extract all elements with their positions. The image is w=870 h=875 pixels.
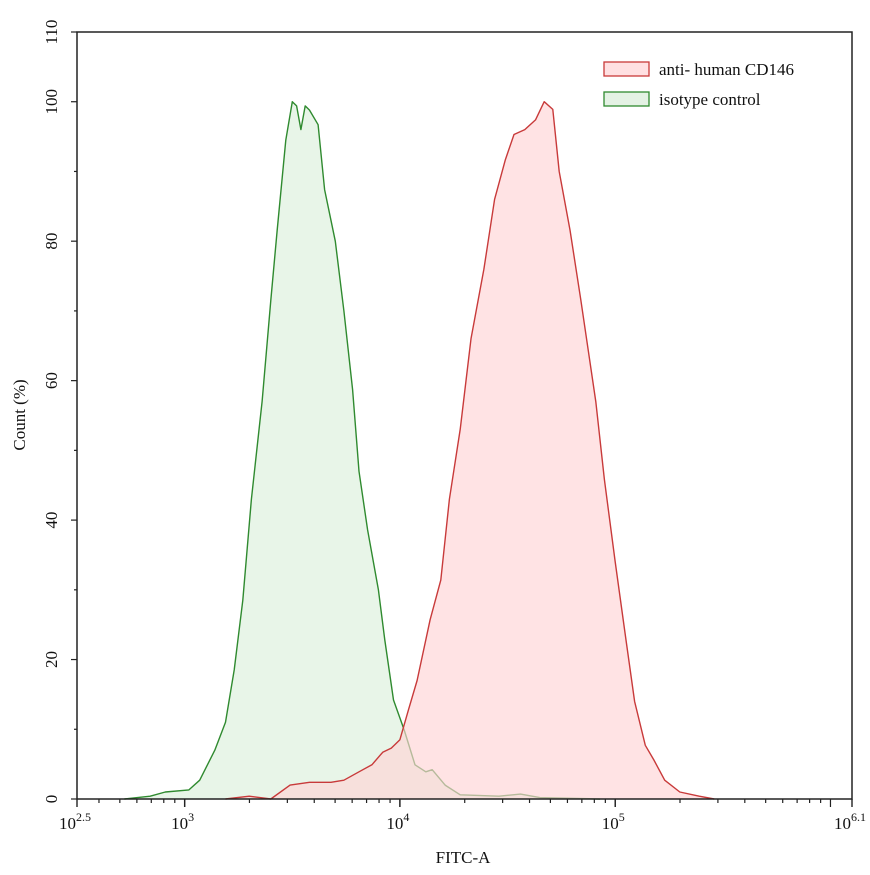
legend-label-cd146: anti- human CD146	[659, 60, 794, 79]
x-tick-exponent: 3	[188, 810, 194, 824]
x-tick-base: 10	[59, 814, 76, 833]
y-tick-label: 60	[42, 372, 61, 389]
x-tick-label: 104	[386, 810, 409, 833]
x-tick-base: 10	[602, 814, 619, 833]
y-tick-label: 100	[42, 89, 61, 115]
legend-swatch-isotype	[603, 91, 650, 107]
x-tick-label: 103	[171, 810, 194, 833]
x-tick-exponent: 2.5	[76, 810, 91, 824]
x-tick-exponent: 4	[403, 810, 409, 824]
x-tick-base: 10	[171, 814, 188, 833]
x-tick-exponent: 6.1	[851, 810, 866, 824]
y-tick-label: 20	[42, 651, 61, 668]
x-tick-label: 106.1	[834, 810, 866, 833]
y-tick-label: 80	[42, 233, 61, 250]
y-tick-label: 110	[42, 20, 61, 45]
x-tick-base: 10	[834, 814, 851, 833]
area-fill-isotype	[124, 101, 601, 799]
x-tick-label: 102.5	[59, 810, 91, 833]
x-axis-title: FITC-A	[436, 848, 492, 867]
series-layer	[124, 100, 715, 800]
x-tick-label: 105	[602, 810, 625, 833]
y-tick-label: 0	[42, 795, 61, 804]
legend-swatch-cd146	[603, 61, 650, 77]
y-axis-title: Count (%)	[10, 379, 29, 450]
x-tick-base: 10	[386, 814, 403, 833]
area-fill-cd146	[225, 101, 715, 799]
legend-label-isotype: isotype control	[659, 90, 761, 109]
legend: anti- human CD146 isotype control	[603, 60, 794, 109]
x-tick-exponent: 5	[619, 810, 625, 824]
y-tick-label: 40	[42, 512, 61, 529]
series-line-cd146	[225, 100, 715, 800]
